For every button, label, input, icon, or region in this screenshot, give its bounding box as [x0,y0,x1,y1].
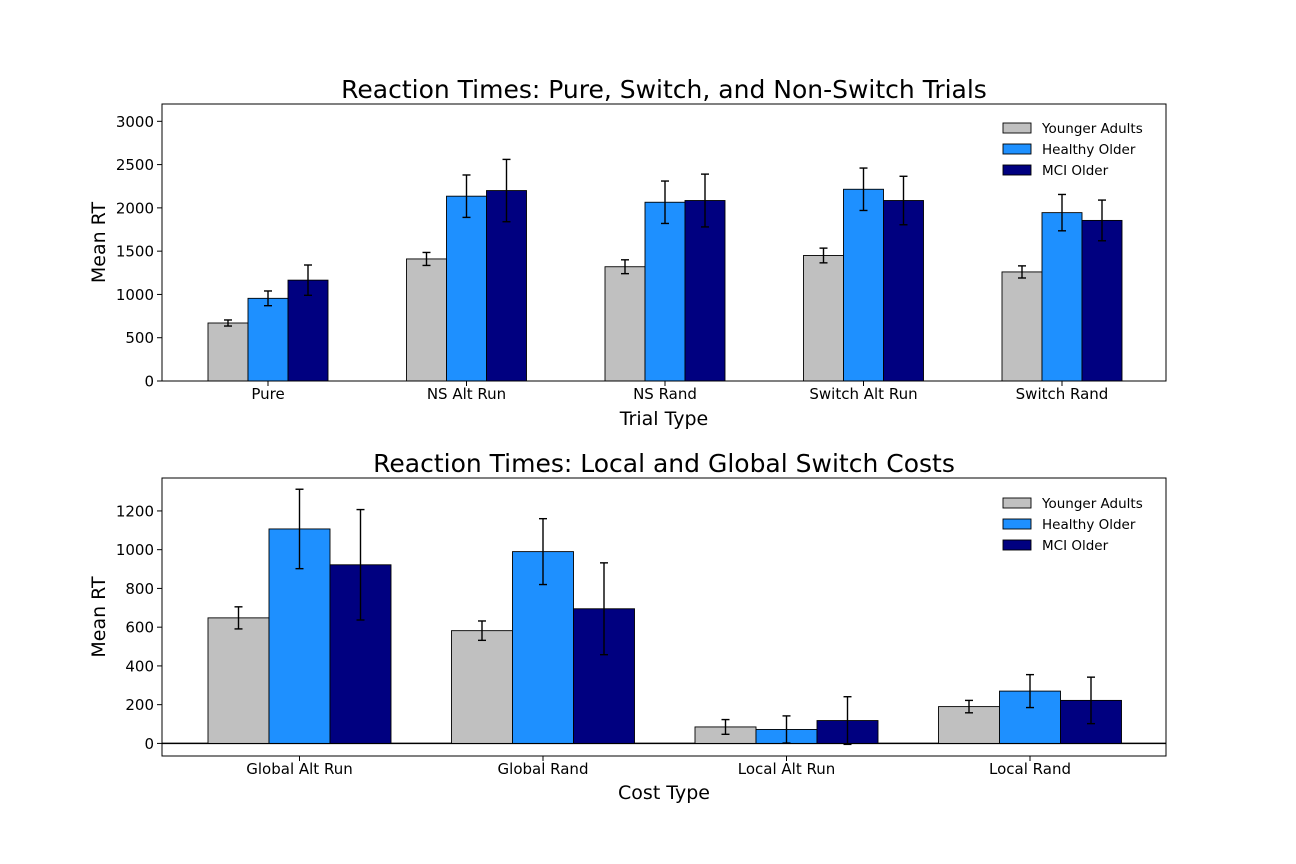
chart-switch-costs: Reaction Times: Local and Global Switch … [88,449,1167,804]
y-tick-label: 200 [125,696,154,714]
y-tick-label: 2500 [116,156,154,174]
error-bar-mci-older-ns-alt-run [502,158,511,223]
x-tick-label: NS Alt Run [427,385,506,403]
bar-healthy-older-ns-rand [644,201,686,382]
error-bar-younger-adults-switch-alt-run [819,247,828,264]
bar-healthy-older-pure [247,297,289,382]
error-bar-healthy-older-ns-rand [661,180,669,225]
error-bar-younger-adults-global-rand [478,620,486,642]
x-tick-label: Switch Rand [1016,385,1109,403]
bar-younger-adults-switch-alt-run [803,255,844,382]
error-bar-mci-older-pure [304,264,312,297]
error-bar-younger-adults-pure [224,319,232,327]
bar-mci-older-ns-alt-run [486,190,527,382]
bar-younger-adults-global-rand [451,630,513,744]
bar-younger-adults-global-alt-run [207,617,270,744]
error-bar-healthy-older-global-rand [539,517,547,586]
x-tick-label: Switch Alt Run [809,385,917,403]
plot-frame [161,477,1167,757]
bar-healthy-older-switch-alt-run [843,188,884,382]
error-bar-younger-adults-ns-rand [621,259,629,275]
error-bar-younger-adults-local-rand [965,699,973,714]
y-tick-label: 800 [125,580,154,598]
y-tick-label: 1000 [116,541,154,559]
bar-mci-older-pure [287,279,329,382]
legend-swatch-mci-older [1002,539,1032,551]
error-bar-healthy-older-pure [264,290,272,307]
legend-label-mci-older: MCI Older [1042,163,1109,179]
y-tick-label: 0 [144,373,154,391]
y-tick-label: 400 [125,657,154,675]
bar-mci-older-switch-rand [1081,219,1123,382]
legend-swatch-younger-adults [1002,122,1032,134]
legend-label-younger-adults: Younger Adults [1041,121,1143,137]
error-bar-healthy-older-global-alt-run [295,488,304,570]
legend-swatch-younger-adults [1002,497,1032,509]
error-bar-healthy-older-switch-alt-run [859,167,868,212]
error-bar-mci-older-global-alt-run [356,508,365,621]
error-bar-younger-adults-local-alt-run [721,718,730,736]
legend-label-healthy-older: Healthy Older [1042,142,1136,158]
x-tick-label: Global Alt Run [246,760,352,778]
bar-healthy-older-switch-rand [1041,212,1083,382]
bar-healthy-older-ns-alt-run [446,195,487,382]
bar-younger-adults-pure [207,322,249,382]
bar-younger-adults-ns-alt-run [406,258,447,382]
error-bar-healthy-older-switch-rand [1058,193,1066,232]
error-bar-mci-older-local-alt-run [843,696,852,746]
x-tick-label: Pure [251,385,284,403]
error-bar-mci-older-local-rand [1087,676,1095,725]
legend-swatch-mci-older [1002,164,1032,176]
x-tick-label: Global Rand [498,760,589,778]
error-bar-younger-adults-switch-rand [1018,265,1026,279]
x-tick-label: Local Alt Run [738,760,836,778]
legend-label-younger-adults: Younger Adults [1041,496,1143,512]
error-bar-healthy-older-local-alt-run [782,715,791,744]
legend: Younger Adults Healthy Older MCI Older [1002,496,1143,554]
x-axis-label: Cost Type [618,782,710,804]
x-tick-label: NS Rand [633,385,697,403]
error-bar-younger-adults-ns-alt-run [422,251,431,267]
x-tick-label: Local Rand [989,760,1071,778]
y-tick-label: 1500 [116,243,154,261]
bar-younger-adults-ns-rand [604,266,646,382]
error-bar-healthy-older-ns-alt-run [462,174,471,219]
y-tick-label: 2000 [116,199,154,217]
chart-title: Reaction Times: Local and Global Switch … [373,449,955,478]
y-tick-label: 600 [125,619,154,637]
y-tick-label: 500 [125,329,154,347]
y-tick-label: 0 [144,735,154,753]
legend-swatch-healthy-older [1002,518,1032,530]
legend: Younger Adults Healthy Older MCI Older [1002,121,1143,179]
bar-younger-adults-switch-rand [1001,271,1043,382]
error-bar-mci-older-switch-alt-run [899,175,908,226]
legend-swatch-healthy-older [1002,143,1032,155]
x-axis-label: Trial Type [619,408,709,430]
error-bar-mci-older-ns-rand [701,173,709,228]
error-bar-healthy-older-local-rand [1026,673,1034,709]
bar-younger-adults-local-rand [938,706,1000,744]
error-bar-mci-older-global-rand [600,562,608,656]
error-bar-younger-adults-global-alt-run [234,606,243,630]
legend-label-mci-older: MCI Older [1042,538,1109,554]
error-bar-mci-older-switch-rand [1098,199,1106,242]
chart-title: Reaction Times: Pure, Switch, and Non-Sw… [341,75,987,104]
y-tick-label: 1200 [116,502,154,520]
bar-mci-older-switch-alt-run [883,200,924,382]
y-tick-label: 3000 [116,113,154,131]
plot-frame [161,103,1167,382]
y-axis-label: Mean RT [88,201,110,283]
bar-mci-older-ns-rand [684,200,726,382]
y-tick-label: 1000 [116,286,154,304]
chart-trial-types: Reaction Times: Pure, Switch, and Non-Sw… [88,75,1167,430]
legend-label-healthy-older: Healthy Older [1042,517,1136,533]
y-axis-label: Mean RT [88,576,110,658]
